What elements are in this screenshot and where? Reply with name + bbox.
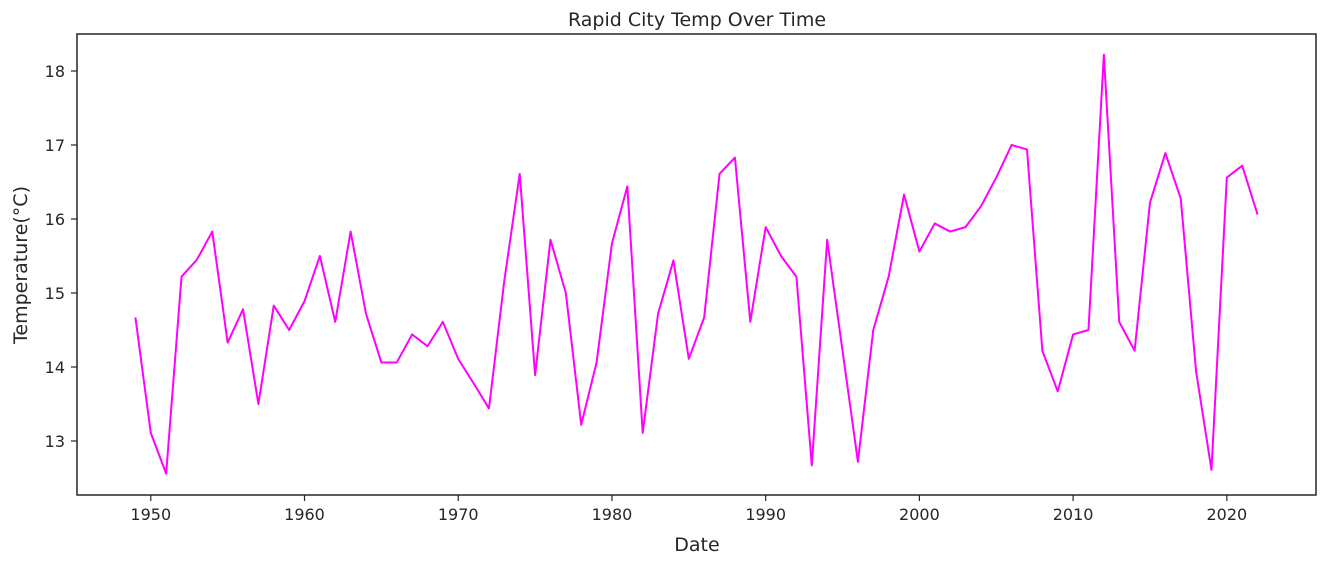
y-tick-label: 17: [45, 136, 65, 155]
x-tick-label: 2000: [899, 505, 940, 524]
y-tick-label: 13: [45, 432, 65, 451]
plot-frame: [76, 33, 1317, 496]
y-tick-label: 15: [45, 284, 65, 303]
y-tick-label: 14: [45, 358, 65, 377]
x-tick-label: 2010: [1053, 505, 1094, 524]
x-tick-label: 1990: [745, 505, 786, 524]
series-line: [134, 53, 1259, 475]
y-axis: 13 14 15 16 17 18: [45, 62, 77, 451]
x-tick-label: 1950: [130, 505, 171, 524]
x-tick-label: 1980: [592, 505, 633, 524]
plot-area: [76, 33, 1317, 496]
y-axis-title: Temperature(°C): [10, 186, 32, 345]
y-tick-label: 16: [45, 210, 65, 229]
x-axis: 1950 1960 1970 1980 1990 2000 2010 2020: [130, 495, 1247, 524]
x-tick-label: 1960: [284, 505, 325, 524]
y-tick-label: 18: [45, 62, 65, 81]
x-tick-label: 1970: [438, 505, 479, 524]
x-axis-title: Date: [674, 534, 719, 556]
x-tick-label: 2020: [1206, 505, 1247, 524]
chart-title: Rapid City Temp Over Time: [568, 9, 826, 31]
